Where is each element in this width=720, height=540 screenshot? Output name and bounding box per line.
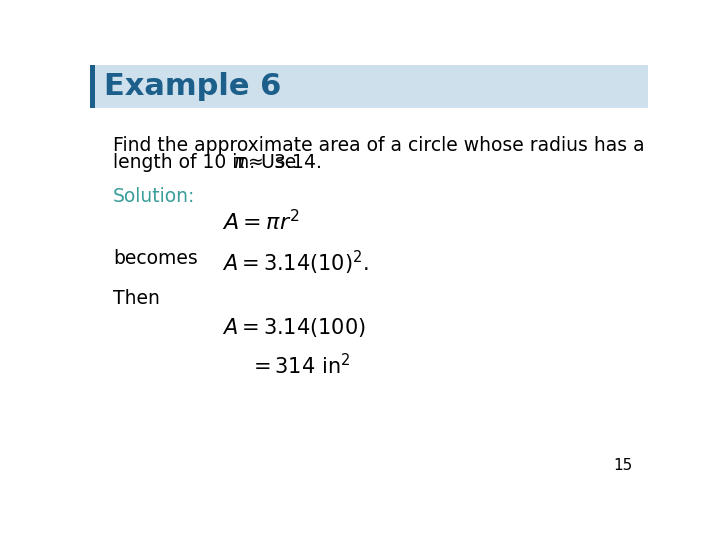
Text: $A = \pi r^2$: $A = \pi r^2$ (222, 209, 300, 234)
Text: $A = 3.14(100)$: $A = 3.14(100)$ (222, 316, 366, 339)
FancyBboxPatch shape (90, 65, 648, 108)
Text: $\pi\approx$ 3.14.: $\pi\approx$ 3.14. (233, 153, 321, 172)
Text: length of 10 in. Use: length of 10 in. Use (113, 153, 302, 172)
Text: Then: Then (113, 289, 160, 308)
Text: Example 6: Example 6 (104, 72, 282, 101)
Text: Find the approximate area of a circle whose radius has a: Find the approximate area of a circle wh… (113, 136, 645, 154)
Text: $= 314\ \mathrm{in}^2$: $= 314\ \mathrm{in}^2$ (249, 353, 350, 378)
Text: $A = 3.14(10)^2.$: $A = 3.14(10)^2.$ (222, 249, 369, 277)
Text: becomes: becomes (113, 249, 198, 268)
FancyBboxPatch shape (90, 65, 96, 108)
Text: 15: 15 (613, 458, 632, 473)
Text: Solution:: Solution: (113, 187, 196, 206)
